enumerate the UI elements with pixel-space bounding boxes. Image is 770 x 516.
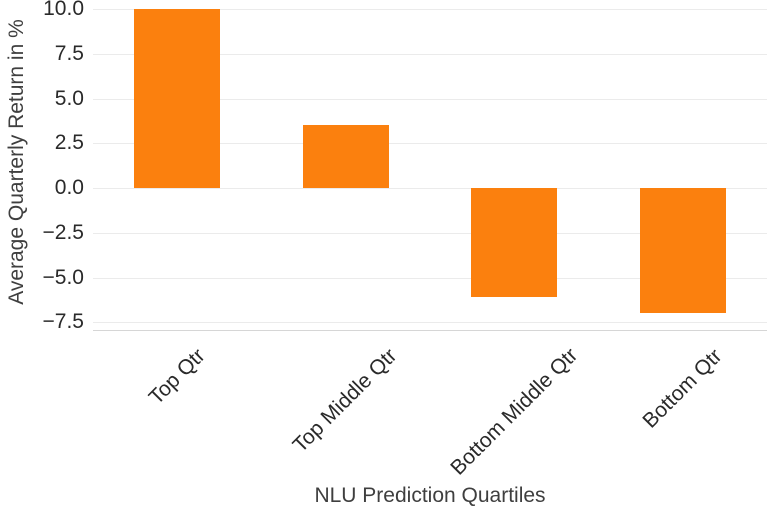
gridline (93, 278, 767, 279)
y-tick-label: 7.5 (54, 42, 84, 65)
x-tick-label: Top Middle Qtr (288, 344, 402, 458)
y-tick-label: −2.5 (42, 221, 84, 244)
gridline (93, 188, 767, 189)
gridline (93, 9, 767, 10)
y-tick-label: 10.0 (43, 0, 84, 20)
x-axis-line (93, 330, 767, 331)
bar (134, 9, 220, 188)
y-tick-label: 0.0 (54, 176, 84, 199)
gridline (93, 233, 767, 234)
gridline (93, 143, 767, 144)
x-tick-label: Bottom Qtr (638, 344, 727, 433)
gridline (93, 54, 767, 55)
y-tick-label: 5.0 (54, 87, 84, 110)
y-tick-label: 2.5 (54, 131, 84, 154)
y-tick-label: −7.5 (42, 310, 84, 333)
gridline (93, 99, 767, 100)
bar (640, 188, 726, 313)
x-axis-title: NLU Prediction Quartiles (314, 484, 546, 507)
bar (471, 188, 557, 297)
gridline (93, 322, 767, 323)
y-tick-label: −5.0 (42, 266, 84, 289)
bar (303, 125, 389, 188)
x-tick-label: Bottom Middle Qtr (446, 343, 583, 480)
x-tick-label: Top Qtr (144, 344, 210, 410)
